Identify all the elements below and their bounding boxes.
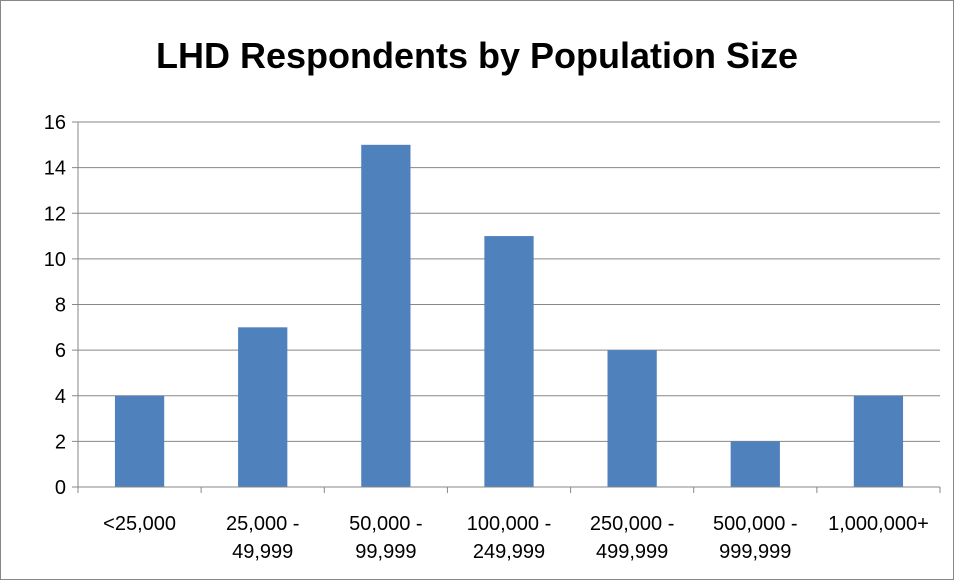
x-tick-label: 100,000 - 249,999 [467,513,552,563]
x-tick-label-line: 49,999 [232,541,293,563]
y-tick-label: 8 [55,295,66,317]
x-tick-label-line: 999,999 [719,541,791,563]
x-tick-label-line: 50,000 - [349,513,422,535]
bar [730,441,780,487]
chart-title: LHD Respondents by Population Size [155,35,799,76]
x-tick-label-line: 99,999 [355,541,416,563]
bars [114,144,904,487]
x-tick-label: <25,000 [103,513,176,535]
y-tick-label: 10 [44,249,66,271]
bar [238,327,288,487]
x-tick-label-line: 100,000 - [467,513,552,535]
bar [114,395,165,487]
y-tick-label: 12 [44,203,66,225]
x-tick-label-line: <25,000 [103,513,176,535]
y-tick-label: 2 [55,431,66,453]
bar [607,350,657,487]
x-tick-label-line: 1,000,000+ [828,513,929,535]
axes [72,121,941,493]
x-tick-label-line: 25,000 - [226,513,299,535]
x-tick-labels: <25,000 25,000 - 49,999 50,000 - 99,999 100,0… [103,513,929,563]
y-tick-label: 0 [55,477,66,499]
x-tick-label-line: 249,999 [473,541,545,563]
bar [853,395,904,487]
x-tick-label-line: 500,000 - [713,513,798,535]
x-tick-label: 500,000 - 999,999 [713,513,798,563]
x-tick-label: 1,000,000+ [828,513,929,535]
bar [361,144,411,487]
x-tick-label: 25,000 - 49,999 [226,513,299,563]
x-tick-label: 50,000 - 99,999 [349,513,422,563]
y-tick-labels: 0 2 4 6 8 10 12 14 16 [44,112,66,499]
y-tick-label: 4 [55,386,66,408]
x-tick-label-line: 250,000 - [590,513,675,535]
x-tick-label-line: 499,999 [596,541,668,563]
x-tick-label: 250,000 - 499,999 [590,513,675,563]
y-tick-label: 14 [44,158,66,180]
y-tick-label: 6 [55,340,66,362]
y-tick-label: 16 [44,112,66,134]
bar [484,236,534,487]
